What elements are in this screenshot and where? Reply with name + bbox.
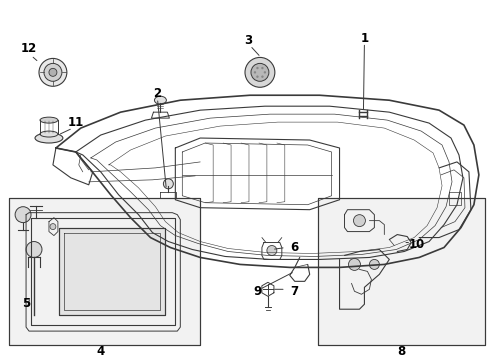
Circle shape	[163, 179, 173, 189]
Circle shape	[369, 260, 379, 269]
Text: 7: 7	[291, 285, 299, 298]
Circle shape	[261, 76, 264, 78]
Circle shape	[254, 71, 256, 73]
Circle shape	[264, 71, 266, 73]
Circle shape	[251, 63, 269, 81]
Text: 8: 8	[397, 345, 405, 357]
Text: 4: 4	[97, 345, 105, 357]
Text: 9: 9	[254, 285, 262, 298]
Text: 3: 3	[244, 34, 252, 47]
Circle shape	[245, 58, 275, 87]
Text: 11: 11	[68, 116, 84, 129]
Ellipse shape	[35, 133, 63, 143]
Circle shape	[348, 258, 361, 270]
Circle shape	[267, 246, 277, 256]
Circle shape	[39, 58, 67, 86]
Circle shape	[50, 224, 56, 230]
Circle shape	[353, 215, 366, 226]
Ellipse shape	[40, 131, 58, 137]
Bar	[9, 198, 200, 345]
Ellipse shape	[154, 96, 167, 104]
Circle shape	[49, 68, 57, 76]
Text: 12: 12	[21, 42, 37, 55]
Text: 10: 10	[409, 238, 425, 251]
Circle shape	[256, 76, 259, 78]
Bar	[318, 198, 485, 345]
Text: 5: 5	[22, 297, 30, 310]
Circle shape	[26, 242, 42, 257]
Circle shape	[256, 67, 259, 69]
Circle shape	[44, 63, 62, 81]
Text: 2: 2	[153, 87, 162, 100]
Text: 1: 1	[360, 32, 368, 45]
Circle shape	[15, 207, 31, 222]
Circle shape	[261, 67, 264, 69]
Text: 6: 6	[291, 241, 299, 254]
Ellipse shape	[40, 117, 58, 123]
Bar	[59, 228, 166, 315]
